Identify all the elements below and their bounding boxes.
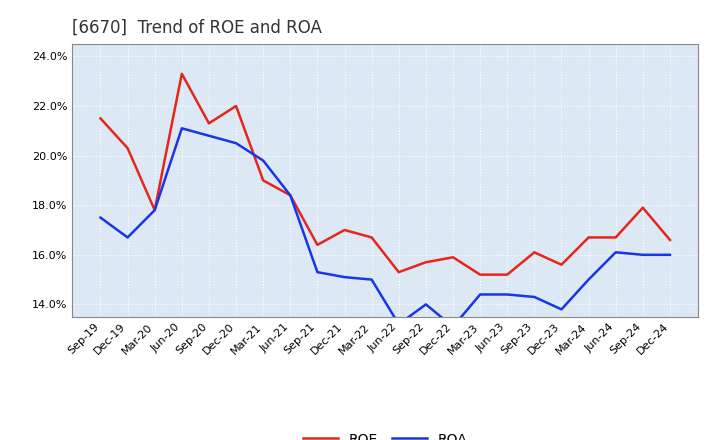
ROE [313, 242, 322, 248]
ROE [449, 255, 457, 260]
Line: ROA: ROA [101, 128, 670, 327]
ROE [341, 227, 349, 233]
ROE [367, 235, 376, 240]
ROA [639, 252, 647, 257]
ROA [665, 252, 674, 257]
Legend: ROE, ROA: ROE, ROA [297, 427, 473, 440]
ROE [530, 249, 539, 255]
ROE [584, 235, 593, 240]
ROA [503, 292, 511, 297]
ROE [96, 116, 105, 121]
ROE [204, 121, 213, 126]
ROE [557, 262, 566, 268]
ROA [341, 275, 349, 280]
ROA [584, 277, 593, 282]
ROE [421, 260, 430, 265]
ROE [286, 193, 294, 198]
ROE [639, 205, 647, 210]
ROE [232, 103, 240, 109]
ROA [530, 294, 539, 300]
ROE [665, 237, 674, 242]
ROA [232, 140, 240, 146]
ROE [259, 178, 268, 183]
ROE [476, 272, 485, 277]
ROE [395, 270, 403, 275]
ROE [611, 235, 620, 240]
ROA [449, 324, 457, 330]
ROA [150, 208, 159, 213]
ROE [150, 208, 159, 213]
ROE [178, 71, 186, 77]
ROA [204, 133, 213, 139]
ROA [123, 235, 132, 240]
ROA [395, 322, 403, 327]
ROA [421, 302, 430, 307]
Line: ROE: ROE [101, 74, 670, 275]
ROA [557, 307, 566, 312]
Text: [6670]  Trend of ROE and ROA: [6670] Trend of ROE and ROA [72, 19, 322, 37]
ROA [367, 277, 376, 282]
ROE [503, 272, 511, 277]
ROE [123, 146, 132, 151]
ROA [178, 126, 186, 131]
ROA [313, 270, 322, 275]
ROA [286, 193, 294, 198]
ROA [259, 158, 268, 163]
ROA [476, 292, 485, 297]
ROA [611, 249, 620, 255]
ROA [96, 215, 105, 220]
